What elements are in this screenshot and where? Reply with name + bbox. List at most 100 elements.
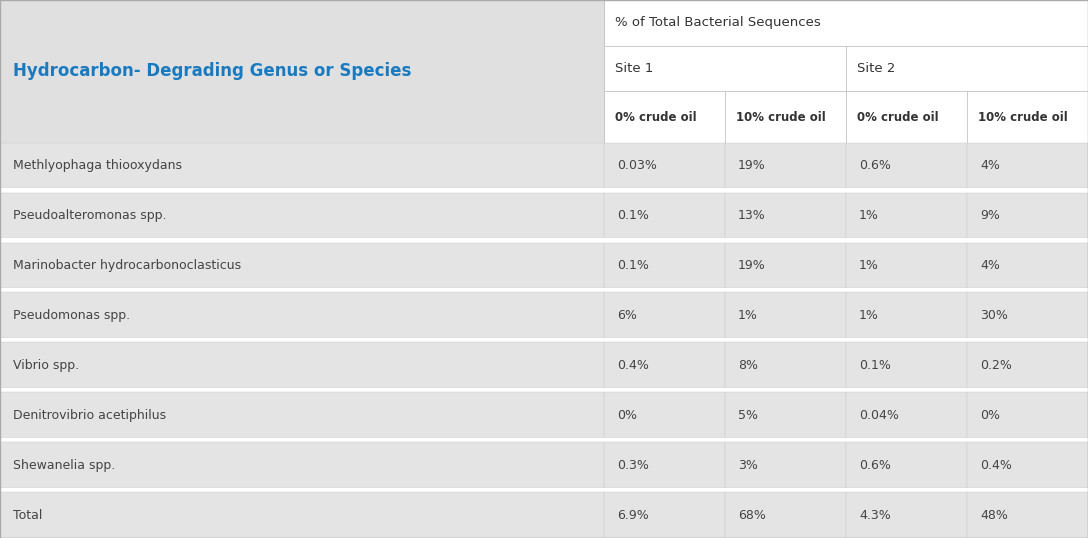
Bar bbox=[0, 488, 1088, 492]
Bar bbox=[604, 91, 1088, 143]
Text: Site 1: Site 1 bbox=[615, 62, 653, 75]
Bar bbox=[725, 392, 846, 438]
Text: 10% crude oil: 10% crude oil bbox=[978, 110, 1067, 124]
Bar bbox=[725, 293, 846, 338]
Text: 0.4%: 0.4% bbox=[617, 359, 648, 372]
Text: Pseudomonas spp.: Pseudomonas spp. bbox=[13, 309, 131, 322]
Text: 4%: 4% bbox=[980, 259, 1000, 272]
Bar bbox=[0, 343, 604, 388]
Text: 0.4%: 0.4% bbox=[980, 459, 1012, 472]
Text: 0.1%: 0.1% bbox=[617, 259, 648, 272]
Bar bbox=[967, 293, 1088, 338]
Bar bbox=[0, 243, 604, 288]
Bar bbox=[0, 193, 604, 238]
Text: 0% crude oil: 0% crude oil bbox=[857, 110, 939, 124]
Bar bbox=[0, 0, 604, 143]
Bar bbox=[725, 343, 846, 388]
Bar bbox=[604, 193, 725, 238]
Text: Shewanelia spp.: Shewanelia spp. bbox=[13, 459, 115, 472]
Bar bbox=[0, 288, 1088, 293]
Text: 5%: 5% bbox=[738, 409, 758, 422]
Text: 10% crude oil: 10% crude oil bbox=[735, 110, 826, 124]
Bar bbox=[0, 293, 604, 338]
Text: Site 2: Site 2 bbox=[857, 62, 895, 75]
Text: Pseudoalteromonas spp.: Pseudoalteromonas spp. bbox=[13, 209, 166, 222]
Text: 0%: 0% bbox=[617, 409, 636, 422]
Bar bbox=[967, 343, 1088, 388]
Bar bbox=[0, 0, 604, 46]
Text: 1%: 1% bbox=[860, 259, 879, 272]
Text: 0.03%: 0.03% bbox=[617, 159, 657, 172]
Text: % of Total Bacterial Sequences: % of Total Bacterial Sequences bbox=[615, 16, 820, 30]
Text: 3%: 3% bbox=[738, 459, 758, 472]
Text: Vibrio spp.: Vibrio spp. bbox=[13, 359, 79, 372]
Bar bbox=[604, 442, 725, 488]
Text: 0% crude oil: 0% crude oil bbox=[615, 110, 696, 124]
Text: Hydrocarbon- Degrading Genus or Species: Hydrocarbon- Degrading Genus or Species bbox=[13, 62, 411, 80]
Bar bbox=[846, 293, 967, 338]
Text: 13%: 13% bbox=[738, 209, 766, 222]
Text: 30%: 30% bbox=[980, 309, 1007, 322]
Text: 0.3%: 0.3% bbox=[617, 459, 648, 472]
Text: 0.2%: 0.2% bbox=[980, 359, 1012, 372]
Bar bbox=[0, 143, 604, 188]
Text: 0.1%: 0.1% bbox=[617, 209, 648, 222]
Bar bbox=[846, 193, 967, 238]
Text: 48%: 48% bbox=[980, 508, 1007, 522]
Bar bbox=[725, 143, 846, 188]
Text: 19%: 19% bbox=[738, 259, 766, 272]
Text: 19%: 19% bbox=[738, 159, 766, 172]
Bar bbox=[604, 343, 725, 388]
Bar bbox=[0, 388, 1088, 392]
Text: 1%: 1% bbox=[738, 309, 758, 322]
Bar bbox=[846, 143, 967, 188]
Bar bbox=[604, 0, 1088, 46]
Text: 6.9%: 6.9% bbox=[617, 508, 648, 522]
Bar bbox=[0, 492, 604, 538]
Text: 0.6%: 0.6% bbox=[860, 459, 891, 472]
Bar bbox=[967, 143, 1088, 188]
Text: 6%: 6% bbox=[617, 309, 636, 322]
Bar bbox=[725, 442, 846, 488]
Bar bbox=[846, 392, 967, 438]
Bar bbox=[604, 91, 725, 143]
Text: 9%: 9% bbox=[980, 209, 1000, 222]
Bar bbox=[0, 188, 1088, 193]
Bar bbox=[967, 193, 1088, 238]
Bar bbox=[846, 343, 967, 388]
Bar bbox=[846, 91, 967, 143]
Bar bbox=[604, 143, 725, 188]
Bar bbox=[967, 243, 1088, 288]
Text: 8%: 8% bbox=[738, 359, 758, 372]
Bar bbox=[725, 243, 846, 288]
Text: Marinobacter hydrocarbonoclasticus: Marinobacter hydrocarbonoclasticus bbox=[13, 259, 242, 272]
Bar bbox=[846, 46, 1088, 91]
Bar bbox=[0, 442, 604, 488]
Bar bbox=[725, 492, 846, 538]
Bar bbox=[846, 442, 967, 488]
Bar bbox=[967, 91, 1088, 143]
Bar bbox=[604, 46, 846, 91]
Text: 1%: 1% bbox=[860, 209, 879, 222]
Bar bbox=[604, 293, 725, 338]
Bar bbox=[725, 91, 846, 143]
Bar bbox=[0, 238, 1088, 243]
Bar bbox=[604, 243, 725, 288]
Text: Denitrovibrio acetiphilus: Denitrovibrio acetiphilus bbox=[13, 409, 166, 422]
Bar bbox=[846, 243, 967, 288]
Text: 68%: 68% bbox=[738, 508, 766, 522]
Bar bbox=[846, 492, 967, 538]
Bar bbox=[967, 492, 1088, 538]
Bar bbox=[0, 338, 1088, 343]
Bar bbox=[967, 392, 1088, 438]
Bar bbox=[725, 193, 846, 238]
Bar bbox=[604, 392, 725, 438]
Text: 1%: 1% bbox=[860, 309, 879, 322]
Bar bbox=[967, 442, 1088, 488]
Text: Total: Total bbox=[13, 508, 42, 522]
Text: 0.04%: 0.04% bbox=[860, 409, 899, 422]
Text: Methlyophaga thiooxydans: Methlyophaga thiooxydans bbox=[13, 159, 182, 172]
Text: 4%: 4% bbox=[980, 159, 1000, 172]
Text: 4.3%: 4.3% bbox=[860, 508, 891, 522]
Text: 0.1%: 0.1% bbox=[860, 359, 891, 372]
